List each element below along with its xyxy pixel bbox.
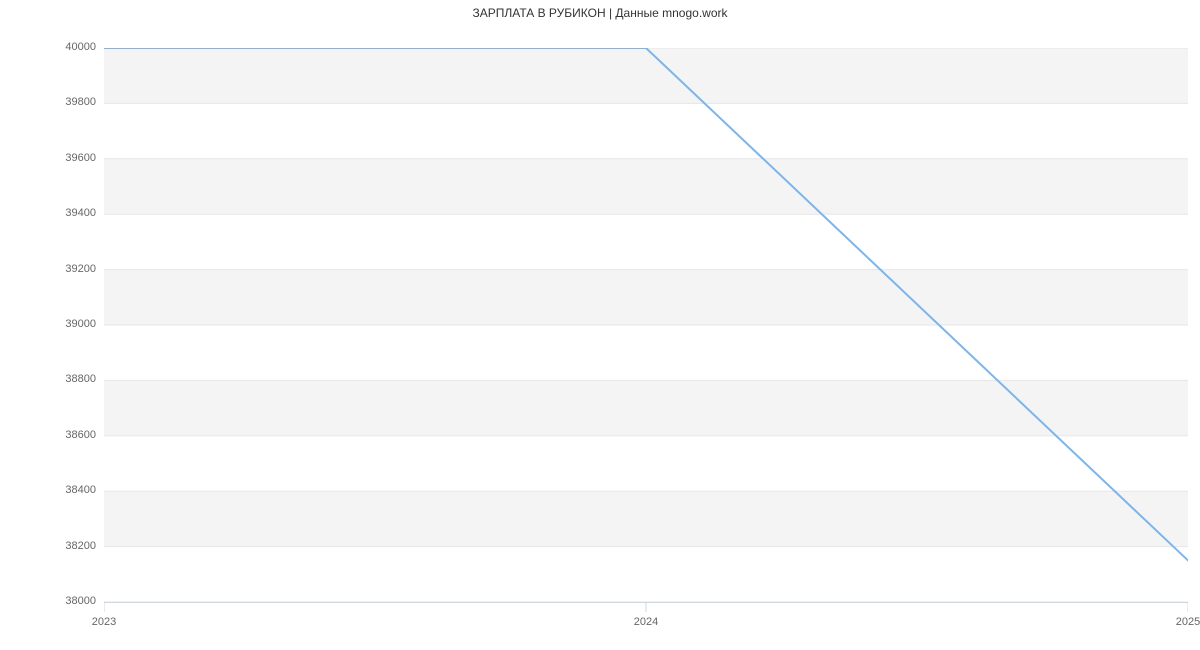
y-tick-label: 39200 (65, 263, 96, 275)
y-tick-label: 39400 (65, 207, 96, 219)
y-tick-label: 39000 (65, 318, 96, 330)
y-tick-label: 39600 (65, 152, 96, 164)
y-tick-label: 38800 (65, 373, 96, 385)
salary-line-chart: ЗАРПЛАТА В РУБИКОН | Данные mnogo.work 3… (0, 0, 1200, 650)
y-tick-label: 38000 (65, 595, 96, 607)
y-tick-label: 39800 (65, 96, 96, 108)
y-tick-label: 38400 (65, 484, 96, 496)
y-tick-label: 40000 (65, 41, 96, 53)
y-tick-label: 38200 (65, 540, 96, 552)
x-tick-label: 2024 (616, 616, 676, 628)
plot-area (104, 48, 1188, 622)
x-tick-label: 2023 (74, 616, 134, 628)
x-tick-label: 2025 (1158, 616, 1200, 628)
chart-title: ЗАРПЛАТА В РУБИКОН | Данные mnogo.work (0, 6, 1200, 20)
y-tick-label: 38600 (65, 429, 96, 441)
